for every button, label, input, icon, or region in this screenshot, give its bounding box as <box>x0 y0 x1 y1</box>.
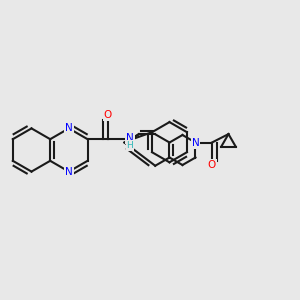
Text: N: N <box>65 123 73 134</box>
Text: N: N <box>126 133 134 143</box>
Text: N: N <box>192 137 200 148</box>
Text: H: H <box>127 141 133 150</box>
Text: O: O <box>208 160 216 170</box>
Text: N: N <box>65 167 73 177</box>
Text: O: O <box>104 110 112 120</box>
